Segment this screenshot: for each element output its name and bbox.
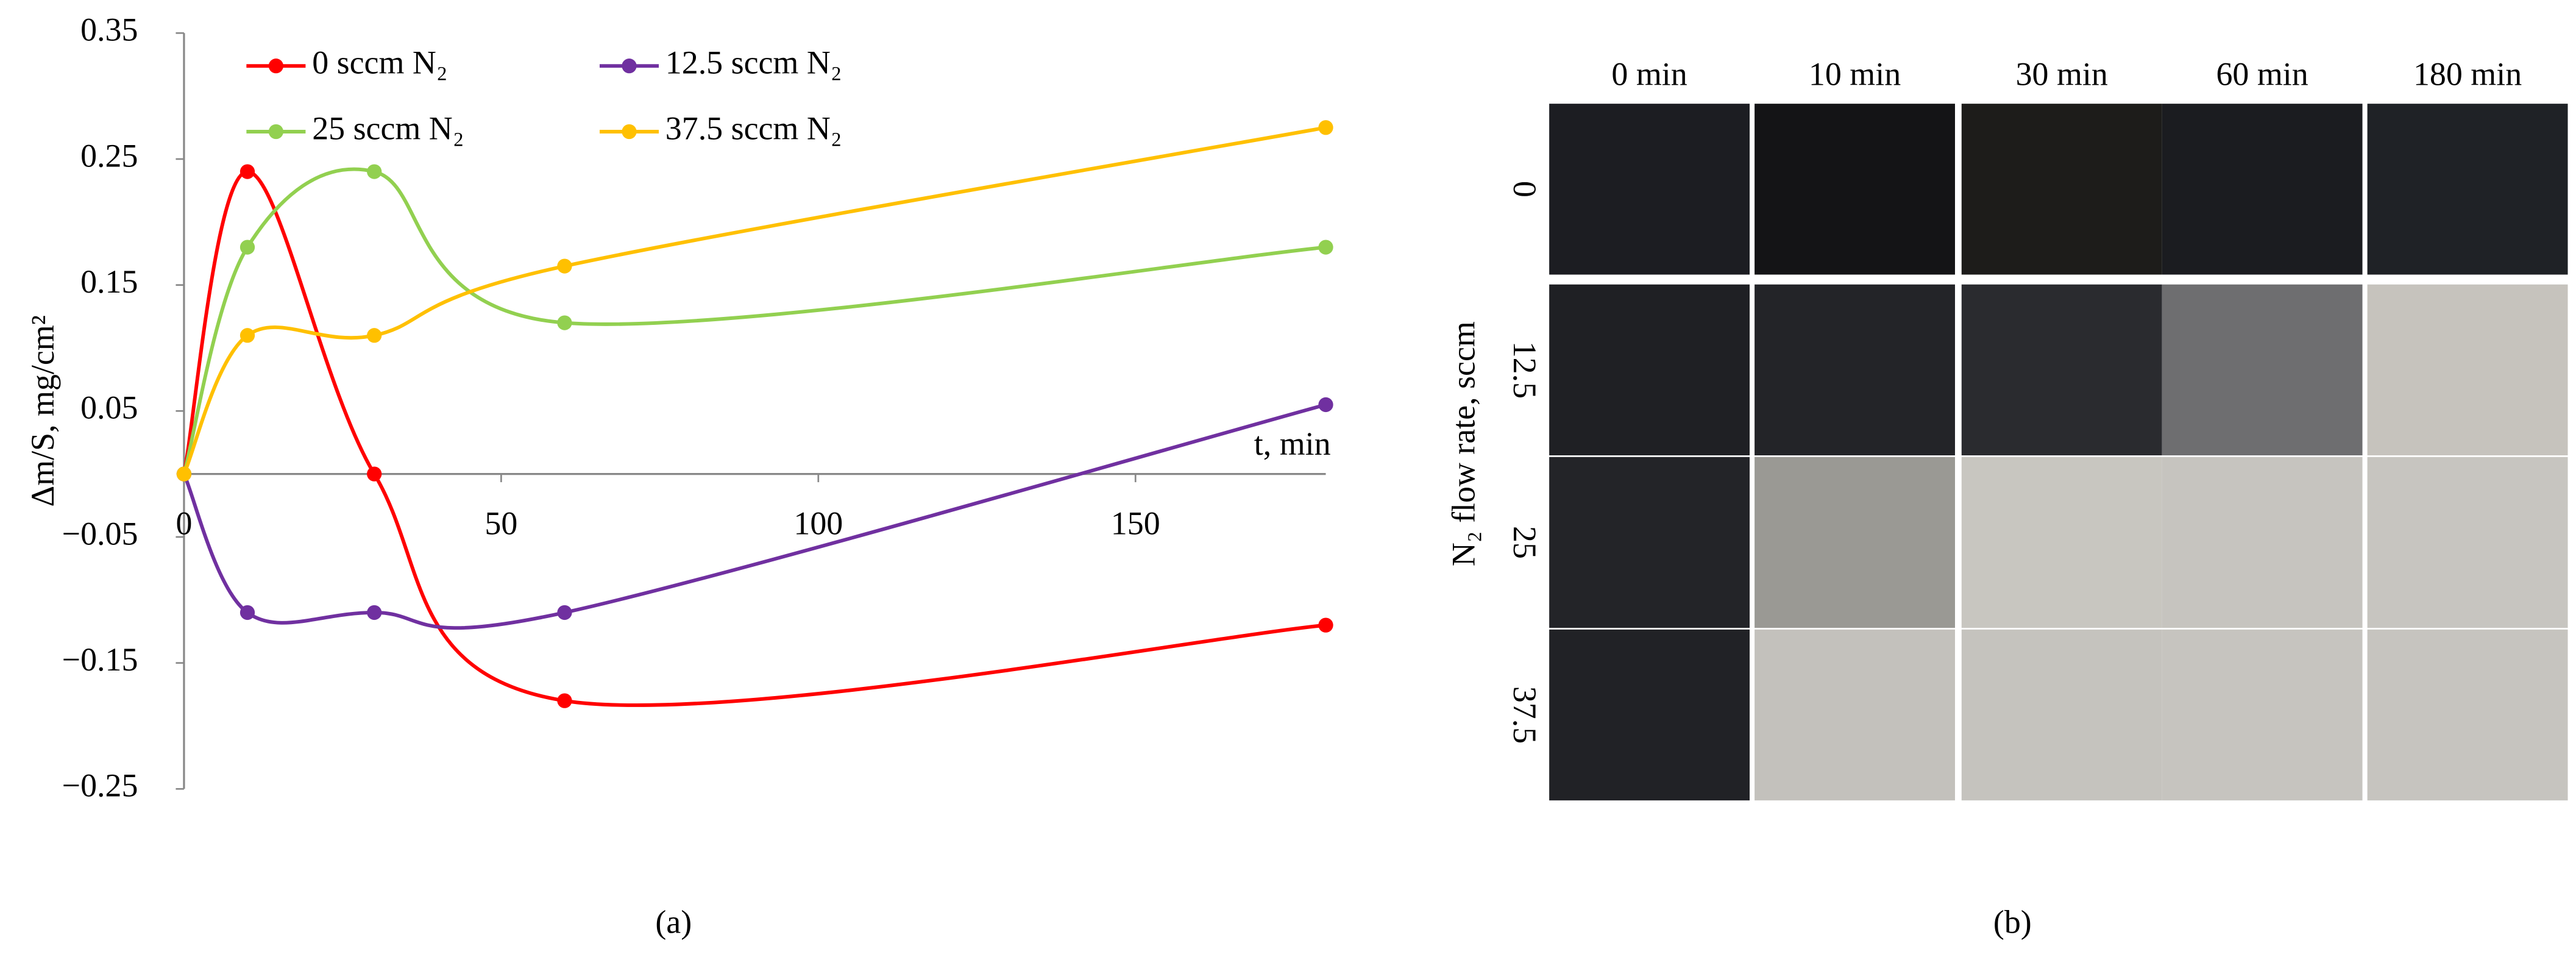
sample-photo [1755,284,1955,456]
data-point [240,164,255,179]
legend-label: 0 sccm N₂ [312,44,447,81]
series-line [182,169,1326,707]
x-tick-label: 0 [176,505,192,541]
sample-photo [2162,629,2363,801]
y-tick-label: 0.05 [80,389,138,426]
y-tick-label: −0.25 [62,767,138,804]
sample-photo [1755,457,1955,628]
x-tick-label: 150 [1111,505,1160,541]
sample-photo [1549,284,1750,456]
sample-photo [2367,284,2568,456]
data-point [557,605,572,620]
y-tick-label: −0.15 [62,641,138,678]
column-header: 180 min [2413,55,2522,92]
sample-photo [2367,629,2568,801]
data-point [557,258,572,274]
y-tick-label: 0.35 [80,12,138,48]
panel-label: (a) [655,903,692,940]
sample-photo [2162,104,2363,275]
data-point [1318,120,1333,135]
x-axis-label: t, min [1254,425,1331,462]
sample-photo [2367,457,2568,628]
data-point [240,328,255,343]
column-header: 10 min [1809,55,1901,92]
sample-photo [1961,629,2162,801]
x-tick-label: 100 [793,505,843,541]
data-point [557,693,572,708]
row-label: 37.5 [1506,686,1543,744]
sample-photo [2162,457,2363,628]
data-point [176,466,192,482]
sample-photo [1549,629,1750,801]
sample-photo [2367,104,2568,275]
series-line [182,167,1326,475]
sample-photo [1549,457,1750,628]
column-header: 30 min [2016,55,2108,92]
legend-label: 25 sccm N₂ [312,110,464,146]
legend-marker [622,124,637,140]
sample-photo [2162,284,2363,456]
row-label: 12.5 [1506,341,1543,399]
y-tick-label: 0.15 [80,263,138,300]
y-axis-label: Δm/S, mg/cm² [24,315,61,507]
column-header: 60 min [2216,55,2308,92]
data-point [1318,397,1333,413]
y-tick-label: 0.25 [80,137,138,174]
legend-label: 12.5 sccm N₂ [665,44,842,81]
x-tick-label: 50 [484,505,517,541]
sample-photo [1549,104,1750,275]
data-point [1318,617,1333,633]
data-point [367,466,382,482]
legend-label: 37.5 sccm N₂ [665,110,842,146]
legend-marker [268,59,284,74]
column-header: 0 min [1611,55,1687,92]
sample-photo [1961,457,2162,628]
data-point [367,164,382,179]
data-point [367,328,382,343]
sample-photo [1755,104,1955,275]
sample-photo [1755,629,1955,801]
series-line [182,126,1327,475]
data-point [557,315,572,330]
series-line [182,403,1327,630]
panel-label: (b) [1993,903,2032,940]
row-label: 0 [1506,181,1543,197]
data-point [1318,240,1333,255]
row-axis-label: N₂ flow rate, sccm [1446,321,1482,566]
data-point [240,605,255,620]
legend-marker [622,59,637,74]
sample-photo [1961,104,2162,275]
legend-marker [268,124,284,140]
row-label: 25 [1506,526,1543,559]
data-point [240,240,255,255]
y-tick-label: −0.05 [62,515,138,552]
data-point [367,605,382,620]
sample-photo [1961,284,2162,456]
